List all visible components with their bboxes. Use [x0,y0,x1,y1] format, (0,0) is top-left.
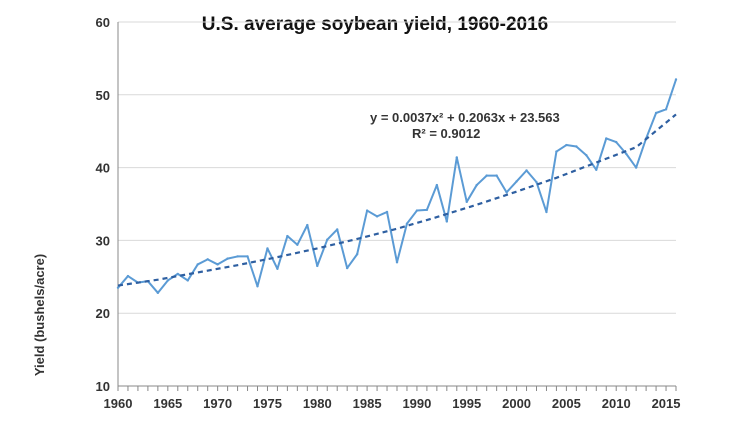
data-point [585,154,588,157]
x-tick-label: 1985 [353,396,382,411]
x-tick-label: 1990 [402,396,431,411]
data-point [565,143,568,147]
data-point [246,255,249,258]
y-tick-label: 10 [96,379,110,394]
data-point [445,220,449,223]
data-point [664,108,668,111]
trendline-equation: y = 0.0037x² + 0.2063x + 23.563 [370,110,560,125]
data-point [395,261,399,264]
data-point [236,255,239,258]
data-point [674,78,678,81]
x-tick-label: 2010 [602,396,631,411]
data-point [156,291,160,295]
data-point [505,191,508,194]
x-tick-label: 2015 [652,396,681,411]
data-point [624,152,628,155]
y-tick-label: 30 [96,233,110,248]
data-point [615,140,618,144]
data-point [336,228,339,231]
data-point [316,264,319,268]
x-tick-label: 1980 [303,396,332,411]
data-point [415,209,419,212]
data-point [216,263,219,266]
x-tick-label: 1975 [253,396,282,411]
data-point [555,150,558,153]
data-point [126,274,130,278]
data-point [385,210,389,214]
yield-series-line [117,79,677,294]
data-point [475,183,478,187]
data-point [575,145,578,148]
data-point [375,215,379,218]
data-point [116,286,120,289]
data-point [485,174,488,177]
data-point [196,263,199,266]
data-point [435,183,439,187]
data-point [326,238,329,241]
data-point [166,279,170,282]
x-tick-label: 2005 [552,396,581,411]
trendline [117,113,677,287]
x-tick-label: 1970 [203,396,232,411]
data-point [525,169,528,172]
data-point [286,234,289,238]
data-point [355,253,359,256]
chart-title: U.S. average soybean yield, 1960-2016 [201,14,549,35]
data-point [455,156,458,159]
data-point [186,279,189,282]
data-point [654,111,658,115]
data-point [634,166,638,169]
data-point [425,208,429,212]
data-point [276,267,279,270]
x-tick-label: 1965 [153,396,182,411]
x-tick-label: 2000 [502,396,531,411]
data-point [345,266,349,270]
y-tick-label: 60 [96,15,110,30]
data-point [405,222,409,225]
x-tick-label: 1995 [452,396,481,411]
x-tick-label: 1960 [104,396,133,411]
data-point [465,200,468,204]
data-point [365,209,369,212]
data-point [296,243,299,246]
data-point [306,223,309,227]
data-point [545,210,548,214]
data-point [535,180,538,184]
data-point [495,174,498,177]
data-point [206,258,209,261]
data-point [515,180,518,183]
r-squared-label: R² = 0.9012 [412,126,481,141]
data-point [266,247,269,250]
y-tick-label: 50 [96,88,110,103]
y-tick-label: 20 [96,306,110,321]
data-point [256,285,259,288]
data-point [226,257,229,260]
data-point [176,272,179,276]
data-point [605,137,608,140]
data-point [595,168,598,171]
y-tick-label: 40 [96,161,110,176]
